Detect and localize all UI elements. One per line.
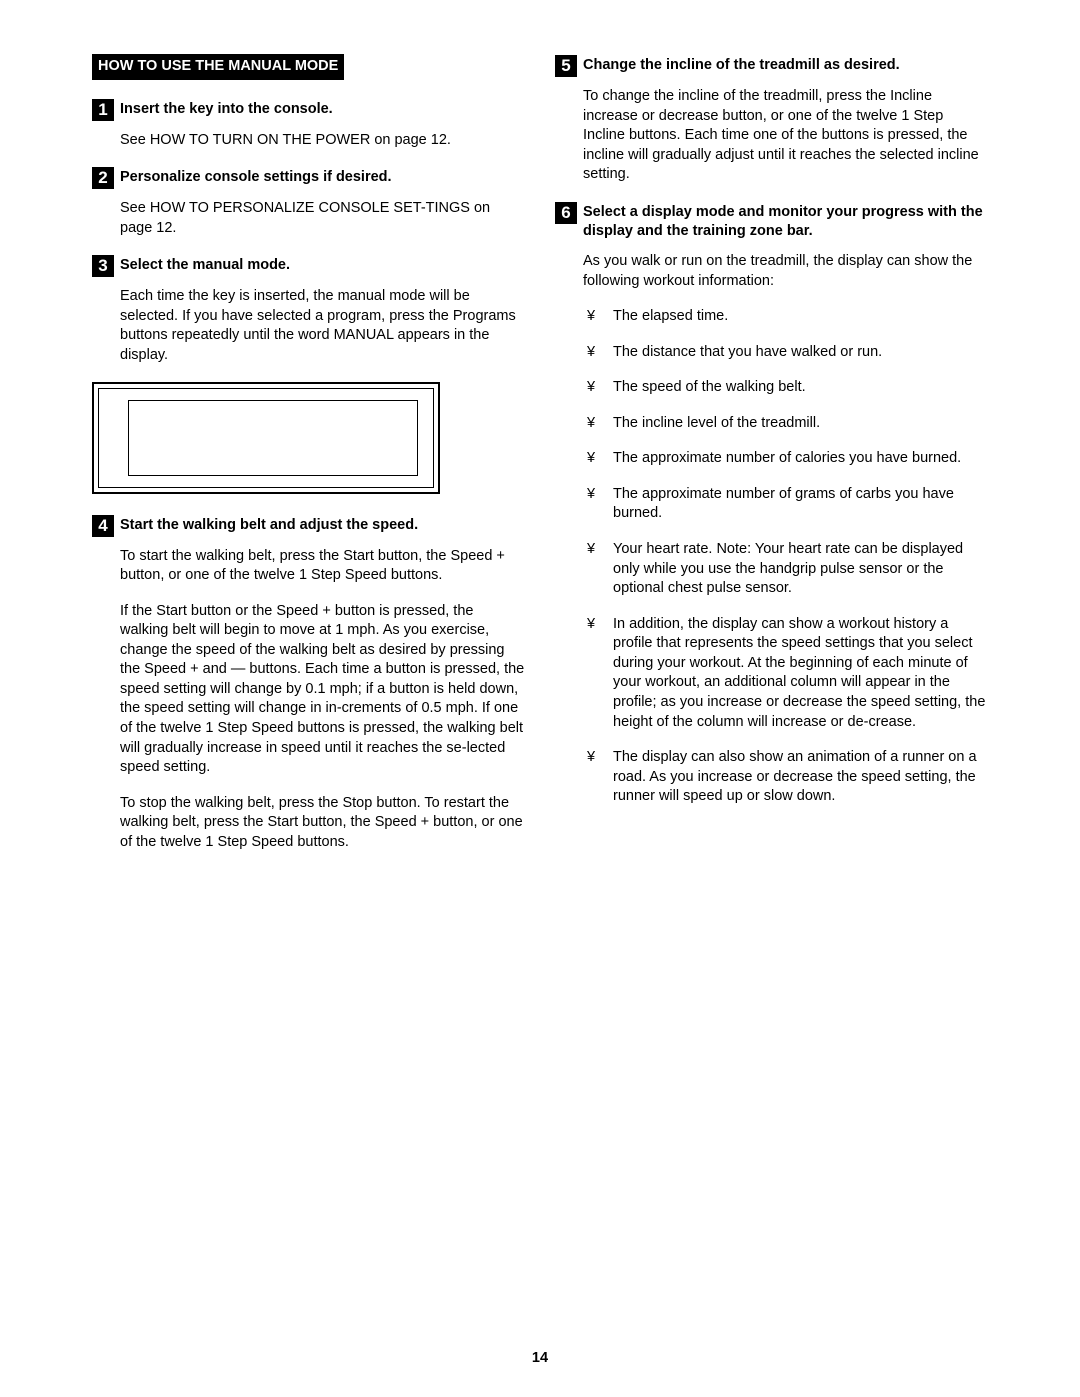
step-number-icon: 4	[92, 515, 114, 537]
step-body: To start the walking belt, press the Sta…	[120, 547, 525, 853]
paragraph: Each time the key is inserted, the manua…	[120, 287, 525, 365]
right-column: 5 Change the incline of the treadmill as…	[555, 54, 988, 868]
step-body: As you walk or run on the treadmill, the…	[583, 252, 988, 807]
step-body: See HOW TO TURN ON THE POWER on page 12.	[120, 131, 525, 151]
paragraph: If the Start button or the Speed + butto…	[120, 602, 525, 778]
paragraph: To stop the walking belt, press the Stop…	[120, 794, 525, 853]
list-item: In addition, the display can show a work…	[583, 615, 988, 732]
display-outer-frame	[92, 382, 440, 494]
step-body: See HOW TO PERSONALIZE CONSOLE SET-TINGS…	[120, 199, 525, 238]
workout-info-list: The elapsed time. The distance that you …	[583, 307, 988, 807]
step-body: Each time the key is inserted, the manua…	[120, 287, 525, 365]
list-item: The speed of the walking belt.	[583, 378, 988, 398]
display-inner-area	[128, 400, 418, 476]
console-display-diagram	[92, 382, 525, 494]
list-item: The display can also show an animation o…	[583, 748, 988, 807]
step-title: Personalize console settings if desired.	[120, 166, 392, 188]
paragraph: See HOW TO TURN ON THE POWER on page 12.	[120, 131, 525, 151]
paragraph: As you walk or run on the treadmill, the…	[583, 252, 988, 291]
list-item: The approximate number of calories you h…	[583, 449, 988, 469]
step-number-icon: 3	[92, 255, 114, 277]
paragraph: To change the incline of the treadmill, …	[583, 87, 988, 185]
section-header: HOW TO USE THE MANUAL MODE	[92, 54, 344, 80]
step-body: To change the incline of the treadmill, …	[583, 87, 988, 185]
list-item: The elapsed time.	[583, 307, 988, 327]
step-number-icon: 2	[92, 167, 114, 189]
step-2: 2 Personalize console settings if desire…	[92, 166, 525, 238]
step-number-icon: 5	[555, 55, 577, 77]
paragraph: See HOW TO PERSONALIZE CONSOLE SET-TINGS…	[120, 199, 525, 238]
page-number: 14	[0, 1349, 1080, 1369]
step-6: 6 Select a display mode and monitor your…	[555, 201, 988, 807]
list-item: The approximate number of grams of carbs…	[583, 485, 988, 524]
left-column: HOW TO USE THE MANUAL MODE 1 Insert the …	[92, 54, 525, 868]
content-columns: HOW TO USE THE MANUAL MODE 1 Insert the …	[92, 54, 988, 868]
step-4: 4 Start the walking belt and adjust the …	[92, 514, 525, 853]
step-number-icon: 1	[92, 99, 114, 121]
step-3: 3 Select the manual mode. Each time the …	[92, 254, 525, 365]
step-number-icon: 6	[555, 202, 577, 224]
step-5: 5 Change the incline of the treadmill as…	[555, 54, 988, 185]
list-item: The distance that you have walked or run…	[583, 343, 988, 363]
step-title: Start the walking belt and adjust the sp…	[120, 514, 418, 536]
step-title: Select a display mode and monitor your p…	[583, 201, 988, 242]
step-title: Select the manual mode.	[120, 254, 290, 276]
list-item: Your heart rate. Note: Your heart rate c…	[583, 540, 988, 599]
step-1: 1 Insert the key into the console. See H…	[92, 98, 525, 151]
step-title: Insert the key into the console.	[120, 98, 333, 120]
paragraph: To start the walking belt, press the Sta…	[120, 547, 525, 586]
step-title: Change the incline of the treadmill as d…	[583, 54, 900, 76]
list-item: The incline level of the treadmill.	[583, 414, 988, 434]
